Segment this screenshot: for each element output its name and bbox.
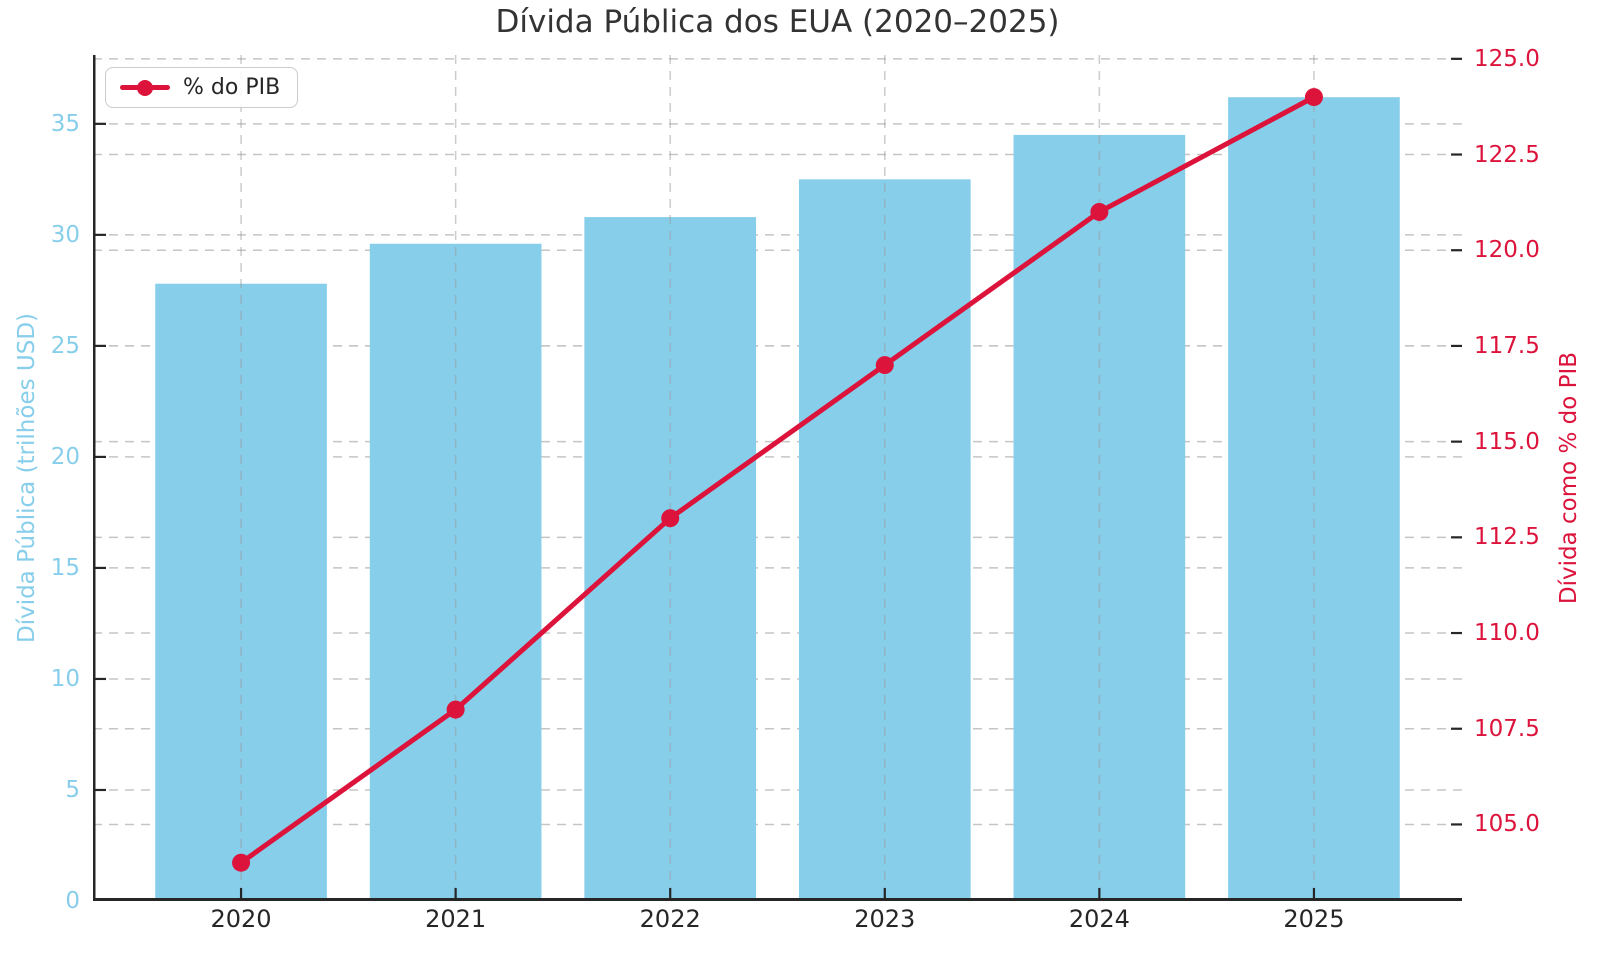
gdp-point-2024 xyxy=(1090,202,1109,221)
legend-marker-dot xyxy=(137,79,153,96)
right-tick-label-125: 125.0 xyxy=(1474,45,1540,72)
left-axis-label: Dívida Pública (trilhões USD) xyxy=(14,312,40,644)
left-tick-label-20: 20 xyxy=(50,443,80,470)
gdp-point-2020 xyxy=(232,853,251,872)
right-tick-label-122.5: 122.5 xyxy=(1474,141,1540,168)
debt-bar-2024 xyxy=(1013,134,1186,901)
left-tick-label-10: 10 xyxy=(50,665,80,692)
left-tick-label-25: 25 xyxy=(50,332,80,359)
gdp-line xyxy=(238,94,1317,866)
gdp-point-2022 xyxy=(661,509,680,528)
right-axis-label: Dívida como % do PIB xyxy=(1556,351,1582,605)
right-tick-label-117.5: 117.5 xyxy=(1474,332,1540,359)
left-tick-label-30: 30 xyxy=(50,221,80,248)
left-tick-label-5: 5 xyxy=(65,776,80,803)
right-tick-label-112.5: 112.5 xyxy=(1474,524,1540,551)
left-tick-label-35: 35 xyxy=(50,110,80,137)
legend: % do PIB xyxy=(105,67,299,108)
x-tick-label-2021: 2021 xyxy=(425,905,487,933)
gdp-point-2023 xyxy=(875,356,894,375)
x-tick-label-2023: 2023 xyxy=(854,905,916,933)
x-tick-label-2022: 2022 xyxy=(639,905,701,933)
x-tick-label-2025: 2025 xyxy=(1283,905,1345,933)
left-tick-label-15: 15 xyxy=(50,554,80,581)
plot-canvas xyxy=(93,55,1462,902)
gdp-point-2021 xyxy=(446,700,465,719)
right-tick-label-105: 105.0 xyxy=(1474,811,1540,838)
x-tick-label-2024: 2024 xyxy=(1068,905,1130,933)
left-tick-label-0: 0 xyxy=(65,888,80,914)
chart-title: Dívida Pública dos EUA (2020–2025) xyxy=(495,4,1060,40)
gdp-point-2025 xyxy=(1304,88,1323,107)
right-tick-label-115: 115.0 xyxy=(1474,428,1540,455)
legend-label: % do PIB xyxy=(183,75,281,100)
right-tick-label-110: 110.0 xyxy=(1474,620,1540,647)
legend-line-sample xyxy=(120,79,170,96)
x-tick-label-2020: 2020 xyxy=(210,905,272,933)
plot-area: % do PIB xyxy=(93,55,1462,902)
right-tick-label-120: 120.0 xyxy=(1474,237,1540,264)
right-tick-label-107.5: 107.5 xyxy=(1474,715,1540,742)
